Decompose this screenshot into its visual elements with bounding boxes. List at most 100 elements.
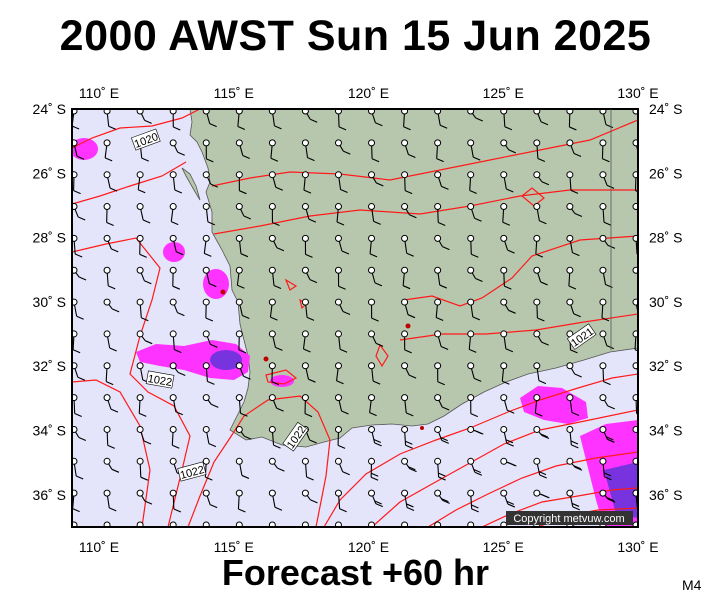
isobar-line <box>403 235 638 307</box>
wind-barb-station <box>103 298 120 313</box>
wind-barb-station <box>500 234 515 254</box>
wind-barb-station <box>103 234 119 253</box>
wind-barb-station <box>235 171 247 195</box>
wind-barb-station <box>72 234 83 258</box>
latitude-tick-label: 26˚ S <box>33 165 66 181</box>
wind-barb-station <box>566 362 582 378</box>
wind-barb-station <box>268 330 283 351</box>
wind-barb-station <box>334 298 351 315</box>
wind-barb-station <box>301 521 309 527</box>
wind-barb-station <box>500 330 514 353</box>
wind-barb-station <box>368 330 384 347</box>
wind-barb-station <box>334 139 351 155</box>
isobar-line <box>521 187 545 207</box>
city-dot <box>420 426 424 430</box>
wind-barb-station <box>434 266 447 289</box>
wind-barb-station <box>566 266 577 290</box>
wind-barb-station <box>103 425 115 449</box>
latitude-tick-label: 36˚ S <box>649 487 682 503</box>
model-id: M4 <box>682 577 702 593</box>
wind-barb-station <box>169 298 185 317</box>
wind-barb-station <box>169 266 181 290</box>
wind-barb-station <box>401 266 411 290</box>
wind-barb-station <box>136 203 151 224</box>
wind-barb-station <box>334 425 346 449</box>
wind-barb-station <box>566 394 580 416</box>
city-dot <box>263 356 269 362</box>
wind-barb-station <box>169 457 185 477</box>
isobar-line <box>265 369 298 385</box>
wind-barb-station <box>103 330 117 352</box>
wind-barb-station <box>235 203 252 220</box>
wind-barb-station <box>368 266 383 287</box>
wind-barb-station <box>368 109 383 127</box>
wind-barb-station <box>434 362 445 386</box>
wind-barb-station <box>169 330 182 354</box>
wind-barb-station <box>334 489 347 513</box>
wind-barb-station <box>202 298 214 322</box>
wind-barb-station <box>72 330 81 354</box>
wind-barb-station <box>533 457 547 479</box>
wind-barb-station <box>202 203 216 226</box>
wind-barb-station <box>334 171 348 194</box>
isobar-line <box>284 278 298 291</box>
wind-barb-station <box>599 394 615 410</box>
wind-barb-station <box>268 521 276 527</box>
wind-barb-station <box>632 489 638 510</box>
wind-barb-station <box>72 266 87 281</box>
wind-barb-station <box>301 234 313 258</box>
longitude-tick-label: 120˚ E <box>348 85 389 101</box>
wind-barb-station <box>136 521 144 527</box>
rain-patch <box>136 340 250 380</box>
wind-barb-station <box>401 234 414 257</box>
wind-barb-station <box>500 203 511 226</box>
wind-barb-station <box>301 171 312 194</box>
wind-barb-station <box>202 425 217 448</box>
wind-barb-station <box>368 489 383 508</box>
longitude-tick-label: 130˚ E <box>617 539 658 555</box>
wind-barb-station <box>268 394 284 412</box>
copyright-text: Copyright metvuw.com <box>513 513 624 525</box>
wind-barb-station <box>136 109 152 124</box>
city-dot <box>220 289 226 295</box>
wind-barb-station <box>202 171 218 188</box>
wind-barb-station <box>334 457 350 476</box>
wind-barb-station <box>268 489 283 511</box>
wind-barb-station <box>434 139 444 163</box>
wind-barb-station <box>268 234 285 252</box>
wind-barb-station <box>533 266 548 286</box>
wind-barb-station <box>632 171 638 193</box>
latitude-labels-right: 24˚ S 26˚ S 28˚ S 30˚ S 32˚ S 34˚ S 36˚ S <box>649 101 682 503</box>
wind-barb-station <box>566 234 580 257</box>
wind-barb-station <box>566 457 583 471</box>
wind-barb-station <box>136 489 153 505</box>
wind-barb-station <box>268 266 282 290</box>
wind-barb-station <box>169 425 180 449</box>
wind-barb-station <box>301 489 318 504</box>
wind-barb-station <box>467 489 479 513</box>
wind-barb-station <box>500 139 517 154</box>
rain-areas <box>72 138 638 527</box>
wind-barb-station <box>533 425 550 439</box>
wind-barb-station <box>566 489 580 511</box>
wind-barb-station <box>235 457 250 479</box>
wind-barb-station <box>533 203 547 225</box>
latitude-tick-label: 32˚ S <box>33 358 66 374</box>
wind-barb-station <box>334 266 346 290</box>
wind-barb-station <box>533 394 543 417</box>
wind-barb-station <box>169 171 183 194</box>
wind-barb-station <box>268 109 282 130</box>
wind-barb-station <box>566 139 582 158</box>
wind-barb-station <box>401 489 415 512</box>
wind-barb-station <box>103 489 117 512</box>
wind-barb-station <box>566 171 579 194</box>
wind-barb-station <box>368 457 379 481</box>
wind-barb-station <box>467 109 483 122</box>
wind-barb-station <box>566 298 581 318</box>
wind-barb-station <box>103 362 114 386</box>
wind-barb-station <box>169 109 181 131</box>
wind-barb-station <box>467 362 482 382</box>
longitude-labels-bottom: 110˚ E 115˚ E 120˚ E 125˚ E 130˚ E <box>79 539 659 555</box>
wind-barb-station <box>599 362 611 386</box>
isobar-label: 1022 <box>147 373 173 389</box>
